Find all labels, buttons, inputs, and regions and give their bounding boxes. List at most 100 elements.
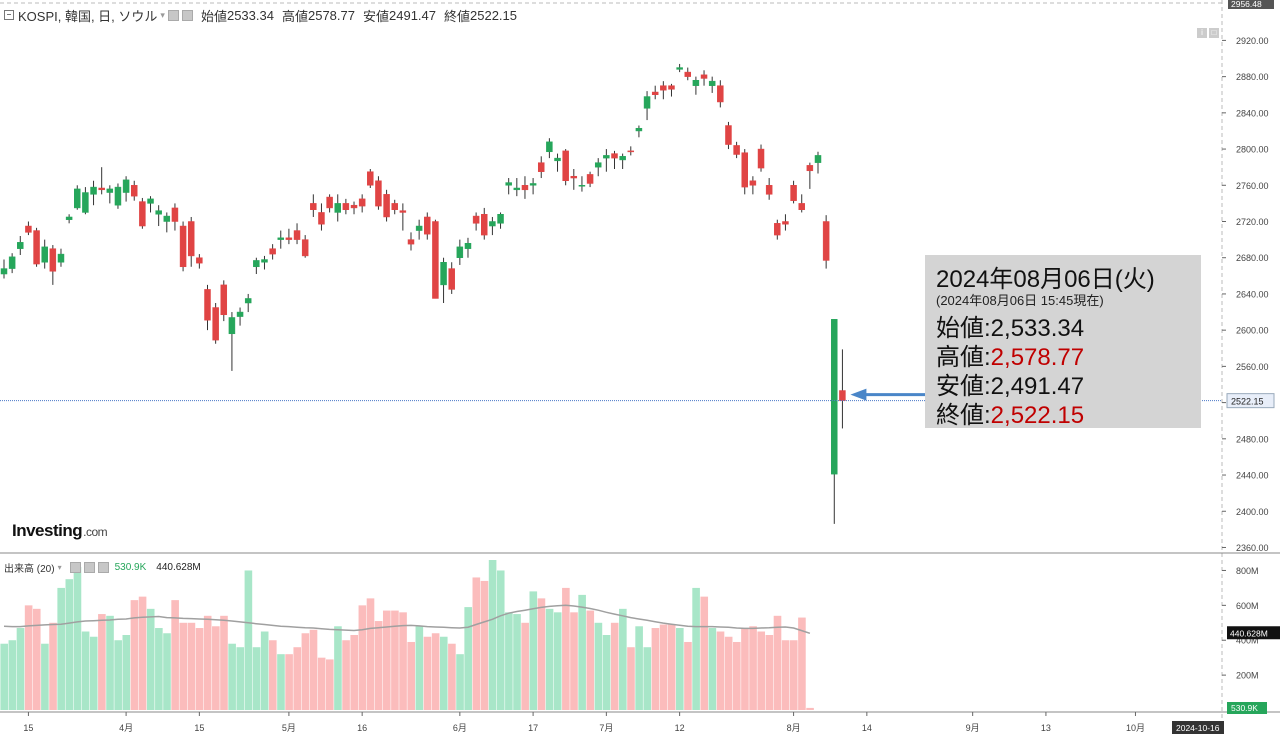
volume-bar [244, 570, 253, 710]
candle-body [643, 96, 651, 109]
volume-bar [724, 636, 733, 710]
volume-bar [586, 610, 595, 710]
price-tick-label: 2880.00 [1236, 72, 1269, 82]
callout-arrow [850, 388, 925, 401]
pane-info-icon[interactable]: i [1197, 28, 1207, 38]
volume-bar [806, 707, 814, 710]
candle-body [0, 268, 8, 275]
volume-bar [716, 631, 725, 710]
candle-body [57, 253, 65, 263]
volume-bar [179, 622, 188, 710]
candle-body [432, 221, 439, 299]
volume-indicator-label[interactable]: 出来高 (20) [4, 564, 55, 575]
low-label: 安値 [362, 8, 389, 24]
price-tick-label: 2840.00 [1236, 108, 1269, 118]
candle-body [310, 203, 317, 210]
candle-body [106, 188, 114, 193]
settings-icon[interactable] [181, 9, 193, 21]
close-icon[interactable] [97, 562, 109, 573]
candle-body [293, 230, 301, 240]
volume-bar [448, 643, 456, 710]
candle-body [90, 186, 97, 195]
volume-bar [73, 566, 82, 710]
volume-bar [16, 628, 25, 710]
callout-high: 高値:2,578.77 [936, 344, 1085, 371]
candle-body [798, 203, 805, 210]
visibility-toggle-icon[interactable] [69, 562, 81, 573]
collapse-icon[interactable] [4, 10, 14, 20]
volume-bar [49, 622, 57, 710]
symbol-name[interactable]: KOSPI, 韓国, 日, ソウル [18, 8, 158, 24]
volume-last-badge [1227, 702, 1267, 714]
logo-text: Investing [12, 521, 83, 540]
price-tick-label: 2360.00 [1236, 543, 1269, 553]
open-value: 2533.34 [226, 7, 274, 23]
close-value: 2522.15 [470, 7, 518, 23]
time-tick-label: 14 [862, 723, 872, 733]
candle-body [684, 71, 692, 77]
pane-maximize-icon[interactable]: □ [1209, 28, 1219, 38]
chevron-down-icon[interactable]: ▾ [57, 563, 62, 572]
candle-body [554, 157, 561, 162]
candle-body [139, 201, 146, 227]
candle-body [489, 221, 496, 227]
volume-bar [32, 608, 41, 710]
candle-body [171, 207, 179, 222]
volume-bar [594, 622, 603, 710]
volume-bar [610, 622, 619, 710]
volume-bar [676, 628, 684, 710]
volume-bar [269, 640, 277, 710]
candle-body [130, 185, 138, 197]
time-tick-label: 13 [1041, 723, 1051, 733]
volume-bar [301, 633, 310, 710]
volume-bar [203, 615, 212, 710]
candle-body [765, 185, 773, 195]
volume-bar [537, 598, 546, 710]
volume-tick-label: 600M [1236, 601, 1259, 611]
candle-body [741, 152, 748, 188]
price-tick-label: 2800.00 [1236, 145, 1269, 155]
volume-bar [407, 641, 415, 710]
volume-value: 530.9K [114, 562, 147, 573]
volume-bar [570, 612, 578, 710]
volume-tick-label: 800M [1236, 566, 1259, 576]
candle-body [749, 180, 757, 186]
candle-body [253, 260, 260, 268]
candle-body [367, 171, 374, 186]
price-tick-label: 2760.00 [1236, 181, 1269, 191]
candle-body [668, 85, 675, 90]
candle-body [521, 185, 529, 191]
volume-ma-value: 440.628M [156, 562, 201, 573]
last-price-badge [1226, 393, 1275, 409]
chevron-down-icon[interactable]: ▾ [160, 9, 165, 20]
candle-body [74, 188, 81, 209]
price-tick-label: 2720.00 [1236, 217, 1269, 227]
candle-body [448, 268, 455, 290]
volume-bar [431, 633, 440, 710]
callout-date: 2024年08月06日(火) [936, 266, 1155, 293]
volume-bar [252, 647, 261, 710]
candle-body [358, 198, 366, 207]
candle-body [676, 67, 683, 70]
candle-body [114, 186, 122, 206]
candle-body [822, 221, 830, 261]
candle-body [244, 298, 252, 304]
volume-bar [326, 659, 334, 710]
time-tick-label: 6月 [453, 723, 467, 733]
candle-body [204, 289, 211, 321]
volume-bar [228, 643, 236, 710]
visibility-toggle-icon[interactable] [167, 9, 179, 21]
volume-bar [260, 631, 269, 710]
candle-body [179, 225, 187, 268]
settings-icon[interactable] [83, 562, 95, 573]
candle-body [98, 187, 105, 191]
volume-bar [334, 626, 342, 710]
candle-body [187, 221, 195, 257]
volume-bar [635, 626, 643, 710]
time-tick-label: 12 [675, 723, 685, 733]
time-tick-label: 10月 [1126, 723, 1145, 733]
candle-body [155, 210, 162, 215]
candle-body [17, 242, 24, 249]
candle-body [717, 85, 724, 103]
